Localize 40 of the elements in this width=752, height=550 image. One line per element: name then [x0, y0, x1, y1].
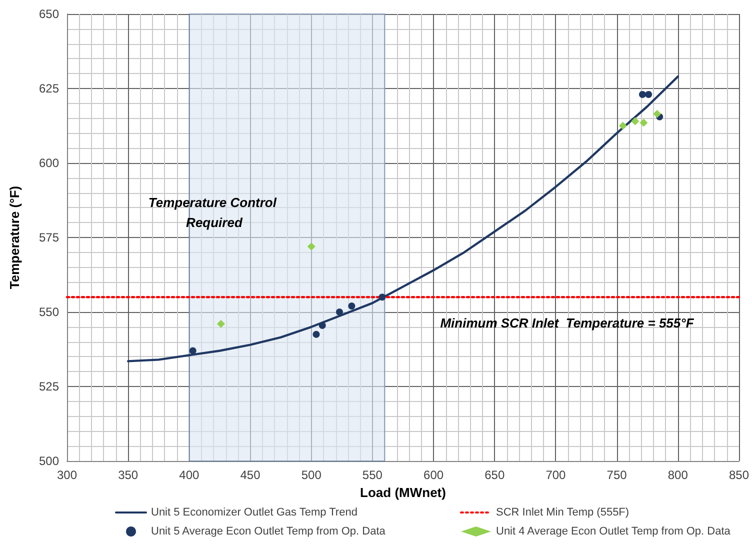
- x-tick-label: 500: [301, 468, 322, 482]
- point: [653, 110, 662, 118]
- y-tick-label: 575: [38, 230, 60, 244]
- point: [638, 90, 646, 98]
- x-tick-label: 850: [728, 468, 750, 482]
- point: [618, 122, 627, 130]
- legend-label: Unit 5 Average Econ Outlet Temp from Op. Data: [151, 526, 386, 538]
- point: [631, 117, 640, 126]
- y-tick-label: 600: [38, 156, 60, 170]
- y-tick-label: 500: [38, 454, 60, 468]
- point: [378, 294, 386, 301]
- x-tick-label: 650: [484, 468, 505, 482]
- y-axis-title: Temperature (°F): [7, 186, 22, 290]
- x-axis-title: Load (MWnet): [360, 484, 446, 500]
- x-tick-label: 400: [179, 468, 200, 482]
- x-tick-label: 750: [606, 468, 628, 482]
- x-tick-label: 450: [240, 468, 261, 482]
- x-tick-label: 550: [362, 468, 383, 482]
- x-tick-label: 600: [424, 468, 444, 482]
- point: [318, 322, 326, 329]
- point: [336, 308, 343, 316]
- point: [189, 347, 196, 354]
- x-tick-label: 700: [546, 468, 566, 482]
- legend-label: Unit 5 Economizer Outlet Gas Temp Trend: [151, 506, 358, 518]
- point: [645, 90, 652, 98]
- y-tick-label: 625: [38, 82, 60, 96]
- y-tick-label: 650: [38, 7, 60, 21]
- point: [216, 320, 225, 328]
- point: [312, 330, 320, 338]
- y-tick-label: 525: [38, 380, 60, 394]
- point: [640, 118, 648, 127]
- point: [348, 302, 356, 310]
- y-tick-label: 550: [38, 305, 60, 319]
- x-tick-label: 800: [668, 468, 688, 482]
- legend-label: Unit 4 Average Econ Outlet Temp from Op. Data: [496, 526, 732, 538]
- band-label: Temperature Control Required: [148, 195, 280, 230]
- legend-label: SCR Inlet Min Temp (555F): [496, 506, 630, 518]
- point: [307, 242, 316, 250]
- x-tick-label: 350: [118, 468, 138, 482]
- x-tick-label: 300: [56, 468, 78, 482]
